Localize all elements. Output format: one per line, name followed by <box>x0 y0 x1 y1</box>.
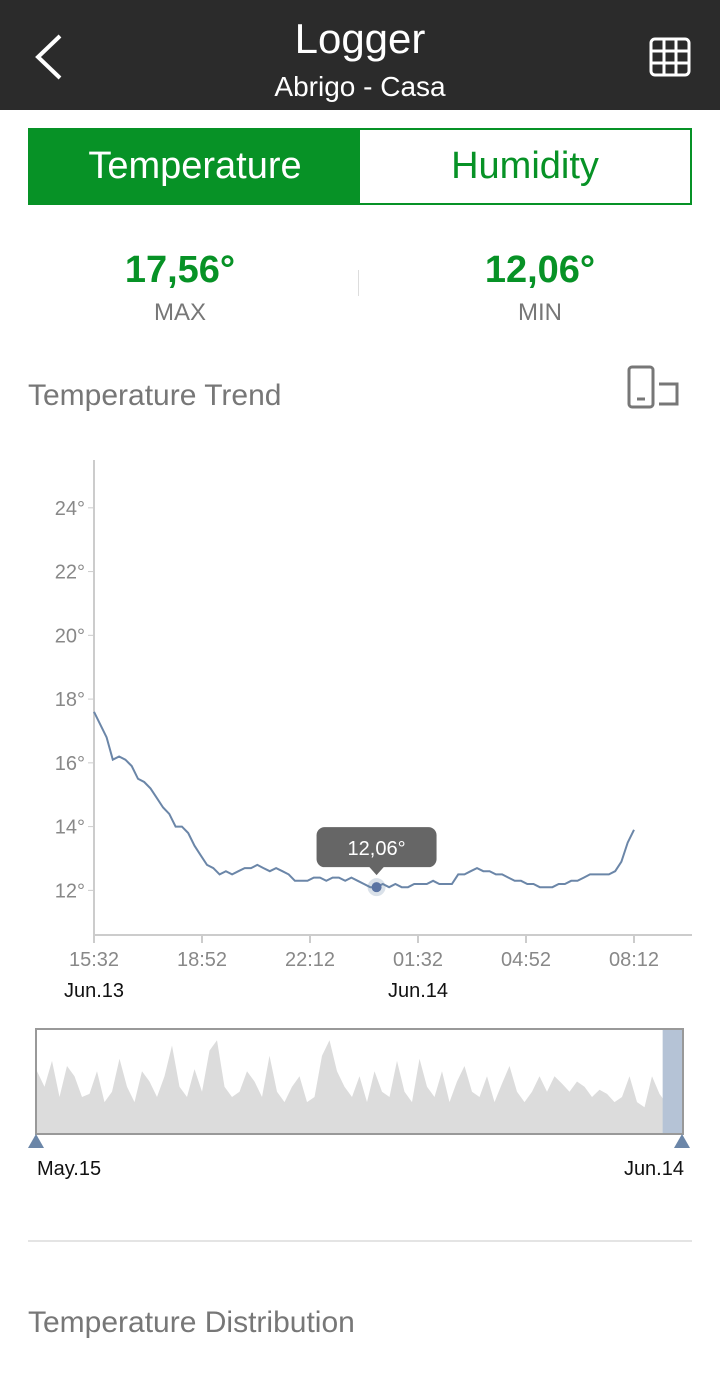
temperature-series-line <box>93 711 635 889</box>
x-tick-label: 15:32 <box>69 949 119 971</box>
value-tooltip <box>316 827 437 868</box>
x-tick-label: 22:12 <box>285 949 335 971</box>
max-label: MAX <box>153 299 206 326</box>
min-label: MIN <box>518 299 562 326</box>
tab-temperature[interactable]: Temperature <box>30 130 360 203</box>
navigator-start-handle[interactable] <box>28 1134 44 1148</box>
section-divider <box>28 1240 692 1242</box>
tooltip-pointer <box>368 866 385 876</box>
max-stat: 17,56° MAX <box>0 248 360 328</box>
y-tick-label: 22° <box>55 562 85 584</box>
trend-title: Temperature Trend <box>28 379 282 412</box>
y-tick-label: 20° <box>55 625 85 647</box>
y-tick-label: 18° <box>55 689 85 711</box>
tooltip-text: 12,06° <box>348 838 406 860</box>
navigator-selection[interactable] <box>662 1030 682 1133</box>
navigator-end-label: Jun.14 <box>624 1158 684 1180</box>
x-tick-label: 01:32 <box>393 949 443 971</box>
distribution-title: Temperature Distribution <box>28 1306 355 1339</box>
date-label: Jun.13 <box>64 980 124 1002</box>
app-header: Logger Abrigo - Casa <box>0 0 720 110</box>
x-tick-label: 08:12 <box>609 949 659 971</box>
navigator-area <box>37 1040 682 1133</box>
tab-humidity[interactable]: Humidity <box>360 130 690 203</box>
date-label: Jun.14 <box>388 980 448 1002</box>
x-tick-label: 04:52 <box>501 949 551 971</box>
temperature-trend-chart[interactable]: 24° 22° 20° 18° 16° 14° 12° 15:32 18:52 22:12 01:… <box>0 440 720 1020</box>
selected-point[interactable] <box>371 882 382 893</box>
chevron-left-icon[interactable] <box>28 30 72 84</box>
y-tick-label: 14° <box>55 817 85 839</box>
range-navigator[interactable]: May.15 Jun.14 <box>0 1020 720 1190</box>
min-value: 12,06° <box>484 249 596 291</box>
x-tick-label: 18:52 <box>177 949 227 971</box>
min-stat: 12,06° MIN <box>360 248 720 328</box>
navigator-start-label: May.15 <box>37 1158 101 1180</box>
y-tick-label: 12° <box>55 880 85 902</box>
y-tick-label: 16° <box>55 753 85 775</box>
page-subtitle: Abrigo - Casa <box>274 71 446 102</box>
max-value: 17,56° <box>124 249 236 291</box>
page-title: Logger <box>294 15 426 62</box>
table-grid-icon[interactable] <box>648 36 692 78</box>
metric-tabs: Temperature Humidity <box>28 128 692 205</box>
rotate-screen-icon[interactable] <box>626 364 682 410</box>
navigator-end-handle[interactable] <box>674 1134 690 1148</box>
stat-divider <box>358 270 359 296</box>
y-tick-label: 24° <box>55 498 85 520</box>
